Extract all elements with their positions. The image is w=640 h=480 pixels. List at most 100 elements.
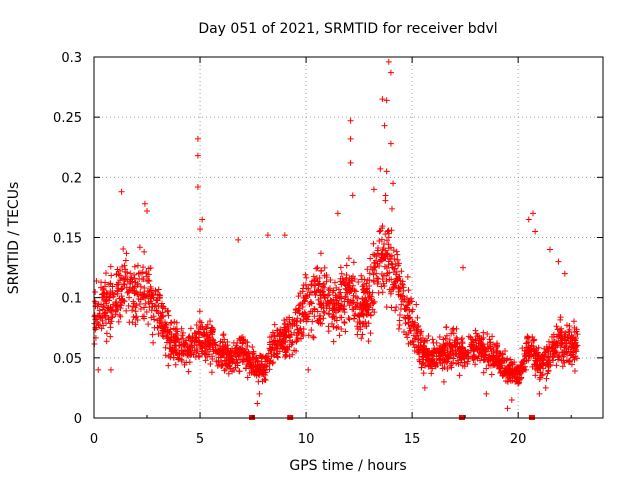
data-point xyxy=(345,314,352,321)
data-point xyxy=(489,355,496,362)
data-point xyxy=(266,345,273,352)
data-point xyxy=(501,365,508,372)
data-point xyxy=(220,331,227,338)
data-point xyxy=(234,362,241,369)
data-point xyxy=(348,278,355,285)
data-point xyxy=(454,339,461,346)
data-point xyxy=(221,367,228,374)
data-point xyxy=(196,318,203,325)
data-point xyxy=(225,370,232,377)
data-point xyxy=(170,350,177,357)
data-point xyxy=(194,152,201,159)
data-point xyxy=(543,343,550,350)
data-point xyxy=(561,270,568,277)
data-point xyxy=(102,309,109,316)
y-tick-label: 0.1 xyxy=(61,292,82,307)
data-point xyxy=(300,294,307,301)
data-point xyxy=(371,278,378,285)
data-point xyxy=(259,361,266,368)
data-point xyxy=(374,260,381,267)
data-point xyxy=(339,275,346,282)
data-point xyxy=(370,186,377,193)
data-point xyxy=(366,270,373,277)
data-point xyxy=(558,325,565,332)
data-point xyxy=(473,337,480,344)
data-point xyxy=(449,347,456,354)
data-point xyxy=(359,283,366,290)
data-point xyxy=(350,259,357,266)
data-point xyxy=(358,335,365,342)
data-point xyxy=(202,339,209,346)
data-point xyxy=(197,226,204,233)
data-point xyxy=(412,335,419,342)
data-point xyxy=(388,205,395,212)
data-point xyxy=(572,347,579,354)
data-point xyxy=(436,346,443,353)
data-point xyxy=(483,390,490,397)
data-point xyxy=(570,353,577,360)
data-point xyxy=(519,367,526,374)
data-point xyxy=(382,231,389,238)
data-point xyxy=(271,333,278,340)
data-point xyxy=(302,313,309,320)
data-point xyxy=(506,362,513,369)
data-point xyxy=(467,336,474,343)
data-point xyxy=(350,292,357,299)
data-point xyxy=(285,325,292,332)
data-point xyxy=(91,298,98,305)
data-point xyxy=(191,338,198,345)
data-point xyxy=(375,275,382,282)
data-point xyxy=(225,350,232,357)
data-point xyxy=(453,325,460,332)
data-point xyxy=(209,328,216,335)
data-point xyxy=(314,308,321,315)
data-point xyxy=(504,378,511,385)
data-point xyxy=(286,314,293,321)
data-point xyxy=(343,262,350,269)
data-point xyxy=(204,346,211,353)
data-point xyxy=(343,276,350,283)
data-point xyxy=(571,329,578,336)
data-point xyxy=(332,297,339,304)
data-point xyxy=(428,370,435,377)
data-point xyxy=(210,348,217,355)
data-point xyxy=(396,273,403,280)
data-point xyxy=(306,291,313,298)
data-point xyxy=(335,286,342,293)
data-point xyxy=(193,322,200,329)
data-point xyxy=(461,363,468,370)
data-point xyxy=(328,297,335,304)
data-point xyxy=(479,341,486,348)
y-axis-label: SRMTID / TECUs xyxy=(6,182,22,295)
data-point xyxy=(237,336,244,343)
data-point xyxy=(401,296,408,303)
data-point xyxy=(121,262,128,269)
data-point xyxy=(486,336,493,343)
data-point xyxy=(480,369,487,376)
data-point xyxy=(169,346,176,353)
data-point xyxy=(315,280,322,287)
data-point xyxy=(374,275,381,282)
data-point xyxy=(402,306,409,313)
data-point xyxy=(567,357,574,364)
data-point xyxy=(366,276,373,283)
data-point xyxy=(559,363,566,370)
data-point xyxy=(437,348,444,355)
data-point xyxy=(388,276,395,283)
data-point xyxy=(349,297,356,304)
data-point xyxy=(107,263,114,270)
data-point xyxy=(411,321,418,328)
data-point xyxy=(129,319,136,326)
data-point xyxy=(390,284,397,291)
data-point xyxy=(143,309,150,316)
data-point xyxy=(349,286,356,293)
data-point xyxy=(194,183,201,190)
data-point xyxy=(367,330,374,337)
data-point xyxy=(379,223,386,230)
data-point xyxy=(146,278,153,285)
data-point xyxy=(167,320,174,327)
data-point xyxy=(470,357,477,364)
data-point xyxy=(195,353,202,360)
data-point xyxy=(370,271,377,278)
data-point xyxy=(145,321,152,328)
